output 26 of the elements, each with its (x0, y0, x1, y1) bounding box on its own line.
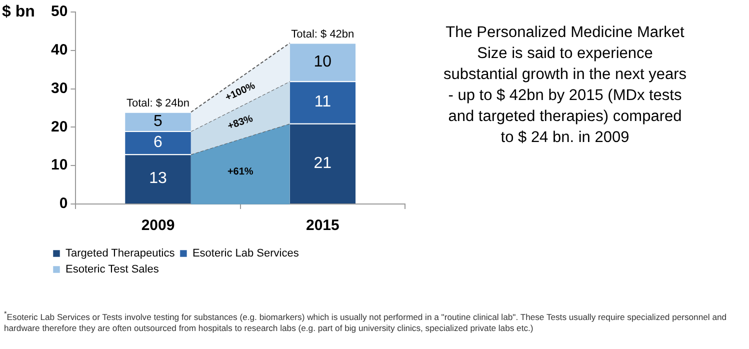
y-tick-label: 20 (50, 118, 68, 136)
data-label: 6 (154, 134, 163, 151)
y-tick-label: 0 (59, 195, 68, 212)
total-label: Total: $ 42bn (291, 28, 354, 40)
data-label: 13 (149, 170, 168, 188)
legend-label: Targeted Therapeutics (66, 248, 176, 260)
y-axis-title: $ bn (2, 3, 35, 20)
growth-wedges: +61% +83% +100% (190, 42, 290, 204)
legend-label: Esoteric Lab Services (192, 248, 300, 260)
y-tick-label: 50 (50, 3, 68, 20)
legend-label: Esoteric Test Sales (66, 264, 160, 276)
annotation: +100% (224, 80, 258, 104)
x-tick-label: 2009 (141, 217, 175, 234)
text: $^{*}$Esoteric Lab Services or Tests involve testing for substances (e.g. biomarkers) which is usually not performed in a "routine clinical lab". These Tests usually require specialized personnel and hardware therefore they are often outsourced from hospitals to research labs (e.g. part of big university clinics, specialized private labs etc.) (4, 309, 728, 334)
data-label: 11 (314, 94, 332, 111)
annotation: +83% (226, 113, 254, 132)
x-tick-label: 2015 (306, 217, 340, 234)
data-label: 10 (314, 53, 332, 70)
data-label: 21 (314, 154, 332, 172)
total-label: Total: $ 24bn (126, 97, 190, 110)
y-tick-label: 10 (50, 156, 68, 174)
annotation: +61% (227, 166, 254, 177)
data-label: 5 (154, 112, 163, 130)
text: The Personalized Medicine Market Size is said to experience substantial growth in the next years - up to $ 42bn by 2015 (MDx tests and targeted therapies) compared to $ 24 bn. in 2009 (442, 23, 688, 148)
y-tick-label: 40 (50, 42, 68, 59)
y-tick-label: 30 (50, 80, 68, 97)
